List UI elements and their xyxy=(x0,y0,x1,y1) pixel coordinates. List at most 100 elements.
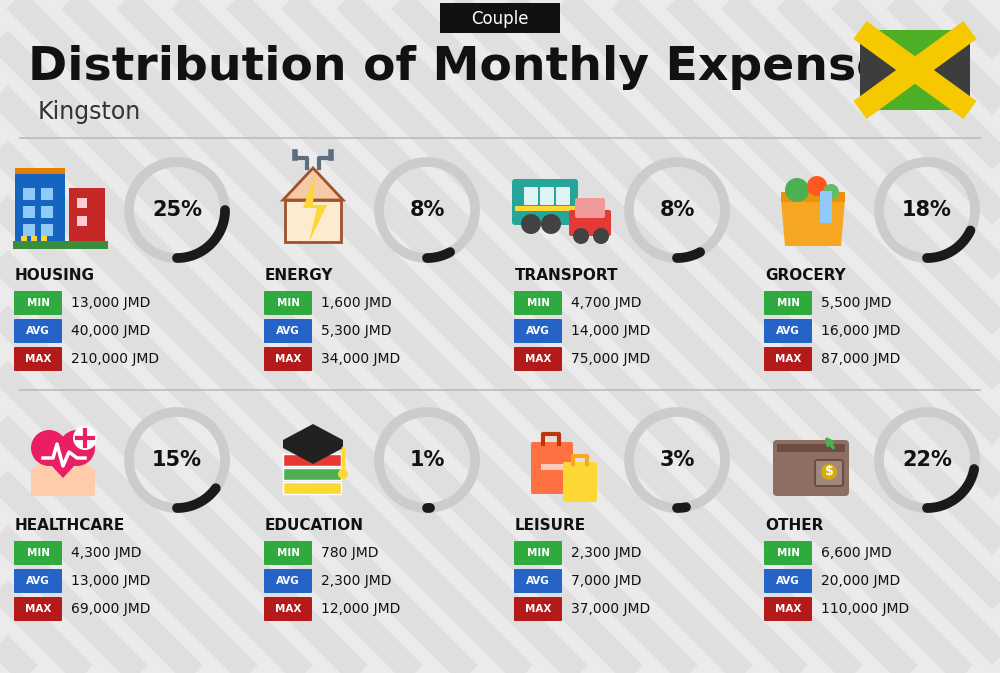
Text: HOUSING: HOUSING xyxy=(15,267,95,283)
Text: AVG: AVG xyxy=(776,576,800,586)
Circle shape xyxy=(521,214,541,234)
FancyBboxPatch shape xyxy=(764,569,812,593)
Polygon shape xyxy=(781,200,845,246)
Circle shape xyxy=(59,430,95,466)
Text: 40,000 JMD: 40,000 JMD xyxy=(71,324,150,338)
FancyBboxPatch shape xyxy=(14,347,62,371)
Polygon shape xyxy=(283,168,343,200)
Text: MIN: MIN xyxy=(776,548,800,558)
Text: 8%: 8% xyxy=(659,200,695,220)
Text: 20,000 JMD: 20,000 JMD xyxy=(821,574,900,588)
FancyBboxPatch shape xyxy=(264,569,312,593)
Circle shape xyxy=(31,430,67,466)
Polygon shape xyxy=(860,30,970,70)
Text: 7,000 JMD: 7,000 JMD xyxy=(571,574,642,588)
Text: 110,000 JMD: 110,000 JMD xyxy=(821,602,909,616)
Text: MAX: MAX xyxy=(775,604,801,614)
Text: AVG: AVG xyxy=(776,326,800,336)
FancyBboxPatch shape xyxy=(440,3,560,33)
Text: AVG: AVG xyxy=(526,326,550,336)
FancyBboxPatch shape xyxy=(14,541,62,565)
FancyBboxPatch shape xyxy=(41,188,53,200)
FancyBboxPatch shape xyxy=(781,192,845,202)
FancyBboxPatch shape xyxy=(264,347,312,371)
Text: MAX: MAX xyxy=(775,354,801,364)
Text: 16,000 JMD: 16,000 JMD xyxy=(821,324,900,338)
Text: 2,300 JMD: 2,300 JMD xyxy=(321,574,392,588)
Circle shape xyxy=(541,214,561,234)
FancyBboxPatch shape xyxy=(41,224,53,236)
Text: 2,300 JMD: 2,300 JMD xyxy=(571,546,642,560)
Circle shape xyxy=(807,176,827,196)
FancyBboxPatch shape xyxy=(14,319,62,343)
FancyBboxPatch shape xyxy=(514,569,562,593)
Circle shape xyxy=(338,469,348,479)
FancyBboxPatch shape xyxy=(77,216,87,226)
FancyBboxPatch shape xyxy=(563,462,597,502)
FancyBboxPatch shape xyxy=(14,291,62,315)
FancyBboxPatch shape xyxy=(21,236,27,242)
Polygon shape xyxy=(283,424,343,464)
FancyBboxPatch shape xyxy=(531,442,573,494)
Text: MIN: MIN xyxy=(526,298,550,308)
Text: $: $ xyxy=(825,466,833,479)
Text: 3%: 3% xyxy=(659,450,695,470)
Text: MIN: MIN xyxy=(776,298,800,308)
FancyBboxPatch shape xyxy=(23,206,35,218)
Text: MAX: MAX xyxy=(525,604,551,614)
Text: EDUCATION: EDUCATION xyxy=(265,518,364,532)
FancyBboxPatch shape xyxy=(514,597,562,621)
Circle shape xyxy=(821,464,837,480)
FancyBboxPatch shape xyxy=(764,291,812,315)
Text: 4,300 JMD: 4,300 JMD xyxy=(71,546,142,560)
Text: GROCERY: GROCERY xyxy=(765,267,846,283)
Text: AVG: AVG xyxy=(276,576,300,586)
FancyBboxPatch shape xyxy=(541,464,563,470)
FancyBboxPatch shape xyxy=(524,187,538,205)
Text: 1%: 1% xyxy=(409,450,445,470)
Polygon shape xyxy=(860,70,970,110)
Text: 22%: 22% xyxy=(902,450,952,470)
Text: AVG: AVG xyxy=(26,576,50,586)
FancyBboxPatch shape xyxy=(514,291,562,315)
Text: AVG: AVG xyxy=(276,326,300,336)
FancyBboxPatch shape xyxy=(41,236,47,242)
Text: MAX: MAX xyxy=(525,354,551,364)
FancyBboxPatch shape xyxy=(264,319,312,343)
Text: MIN: MIN xyxy=(526,548,550,558)
Polygon shape xyxy=(303,175,327,242)
Text: Distribution of Monthly Expenses: Distribution of Monthly Expenses xyxy=(28,46,916,90)
FancyBboxPatch shape xyxy=(283,468,341,480)
FancyBboxPatch shape xyxy=(764,319,812,343)
Text: Kingston: Kingston xyxy=(38,100,141,124)
Text: OTHER: OTHER xyxy=(765,518,823,532)
Text: 13,000 JMD: 13,000 JMD xyxy=(71,296,150,310)
Text: 87,000 JMD: 87,000 JMD xyxy=(821,352,900,366)
Text: 14,000 JMD: 14,000 JMD xyxy=(571,324,650,338)
Text: 210,000 JMD: 210,000 JMD xyxy=(71,352,159,366)
FancyBboxPatch shape xyxy=(31,236,37,242)
Circle shape xyxy=(573,228,589,244)
Text: AVG: AVG xyxy=(526,576,550,586)
FancyBboxPatch shape xyxy=(820,191,832,223)
FancyBboxPatch shape xyxy=(77,198,87,208)
FancyBboxPatch shape xyxy=(860,30,970,110)
FancyBboxPatch shape xyxy=(515,206,575,211)
Text: 6,600 JMD: 6,600 JMD xyxy=(821,546,892,560)
Text: 15%: 15% xyxy=(152,450,202,470)
Text: 75,000 JMD: 75,000 JMD xyxy=(571,352,650,366)
FancyBboxPatch shape xyxy=(777,444,845,452)
Text: LEISURE: LEISURE xyxy=(515,518,586,532)
FancyBboxPatch shape xyxy=(575,198,605,218)
FancyBboxPatch shape xyxy=(764,597,812,621)
FancyBboxPatch shape xyxy=(23,224,35,236)
FancyBboxPatch shape xyxy=(283,482,341,494)
Text: 69,000 JMD: 69,000 JMD xyxy=(71,602,150,616)
FancyBboxPatch shape xyxy=(556,187,570,205)
FancyBboxPatch shape xyxy=(69,188,105,242)
Circle shape xyxy=(73,426,97,450)
FancyBboxPatch shape xyxy=(569,210,611,236)
Text: MIN: MIN xyxy=(26,548,50,558)
Text: MAX: MAX xyxy=(275,354,301,364)
Text: 34,000 JMD: 34,000 JMD xyxy=(321,352,400,366)
